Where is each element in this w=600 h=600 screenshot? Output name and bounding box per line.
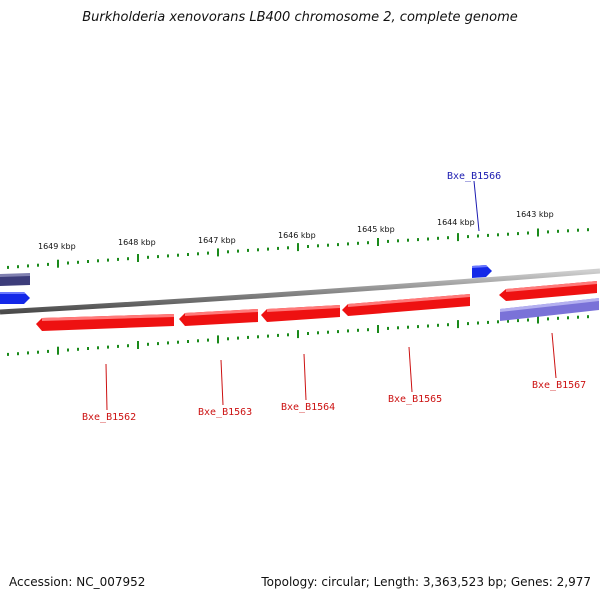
scale-label-1647: 1647 kbp (198, 236, 236, 245)
scale-label-1643: 1643 kbp (516, 210, 554, 219)
cds-dark-left[interactable] (0, 273, 30, 286)
gene-label-Bxe_B1562[interactable]: Bxe_B1562 (82, 412, 136, 423)
gene-arrow-Bxe_B1566[interactable] (472, 265, 492, 278)
gene-arrow-Bxe_B1562[interactable] (36, 314, 174, 331)
genome-summary-text: Topology: circular; Length: 3,363,523 bp… (261, 575, 591, 589)
scale-label-1646: 1646 kbp (278, 231, 316, 240)
gene-arrow-forward-left[interactable] (0, 292, 30, 304)
leader-Bxe_B1563 (220, 359, 224, 406)
leader-Bxe_B1564 (303, 353, 307, 401)
scale-label-1644: 1644 kbp (437, 218, 475, 227)
gene-label-Bxe_B1567[interactable]: Bxe_B1567 (532, 380, 586, 391)
scale-label-1648: 1648 kbp (118, 238, 156, 247)
leader-Bxe_B1566 (473, 180, 480, 232)
gene-arrow-Bxe_B1567[interactable] (499, 281, 597, 301)
leader-Bxe_B1567 (551, 332, 557, 379)
gene-arrow-Bxe_B1564[interactable] (261, 305, 340, 322)
upper-scale-track (7, 228, 589, 269)
scale-labels: 1649 kbp 1648 kbp 1647 kbp 1646 kbp 1645… (38, 210, 554, 251)
gene-label-Bxe_B1566[interactable]: Bxe_B1566 (447, 171, 501, 182)
genome-backbone (0, 268, 600, 315)
gene-label-Bxe_B1564[interactable]: Bxe_B1564 (281, 402, 335, 413)
gene-label-Bxe_B1565[interactable]: Bxe_B1565 (388, 394, 442, 405)
cds-purple-right[interactable] (500, 298, 599, 321)
scale-label-1649: 1649 kbp (38, 242, 76, 251)
leader-Bxe_B1565 (408, 346, 413, 393)
gene-arrow-Bxe_B1565[interactable] (342, 294, 470, 316)
label-leader-lines (105, 180, 557, 411)
map-title: Burkholderia xenovorans LB400 chromosome… (82, 10, 518, 25)
lower-scale-track (7, 315, 589, 356)
gene-labels: Bxe_B1566 Bxe_B1562 Bxe_B1563 Bxe_B1564 … (82, 171, 586, 423)
leader-Bxe_B1562 (105, 363, 108, 411)
accession-text: Accession: NC_007952 (9, 575, 146, 589)
scale-label-1645: 1645 kbp (357, 225, 395, 234)
gene-label-Bxe_B1563[interactable]: Bxe_B1563 (198, 407, 252, 418)
gene-arrow-Bxe_B1563[interactable] (179, 309, 258, 326)
